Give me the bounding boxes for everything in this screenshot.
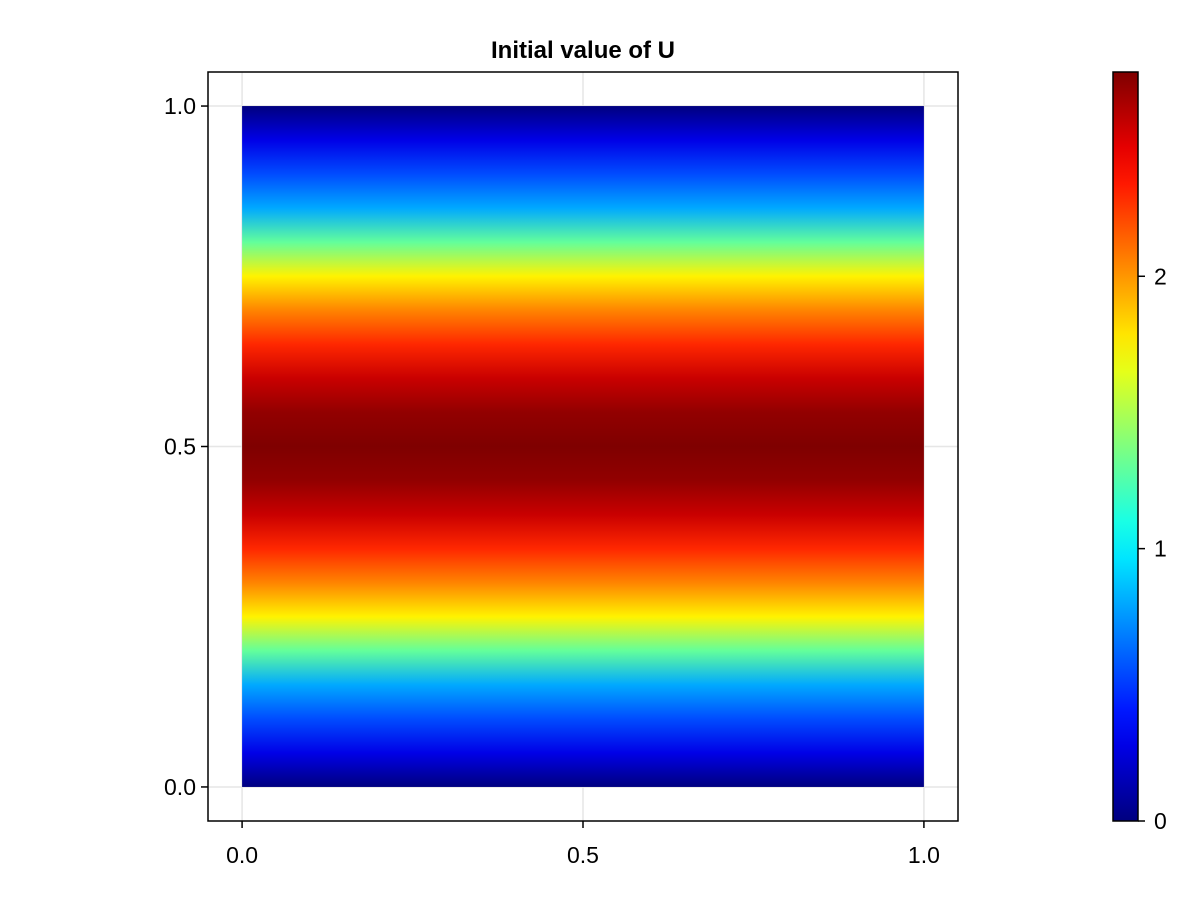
colorbar-tick-label: 2 bbox=[1154, 263, 1167, 289]
colorbar-tick-label: 0 bbox=[1154, 808, 1167, 834]
x-tick-label: 0.5 bbox=[567, 842, 599, 868]
colorbar bbox=[1112, 71, 1139, 822]
x-axis: 0.0 0.5 1.0 bbox=[226, 821, 940, 868]
x-tick-label: 0.0 bbox=[226, 842, 258, 868]
colorbar-axis: 0 1 2 bbox=[1138, 263, 1167, 834]
y-tick-label: 1.0 bbox=[164, 93, 196, 119]
y-axis: 0.0 0.5 1.0 bbox=[164, 93, 208, 800]
heatmap-field bbox=[242, 106, 924, 787]
y-tick-label: 0.0 bbox=[164, 774, 196, 800]
chart-title: Initial value of U bbox=[491, 37, 675, 64]
y-tick-label: 0.5 bbox=[164, 434, 196, 460]
colorbar-tick-label: 1 bbox=[1154, 536, 1167, 562]
x-tick-label: 1.0 bbox=[908, 842, 940, 868]
